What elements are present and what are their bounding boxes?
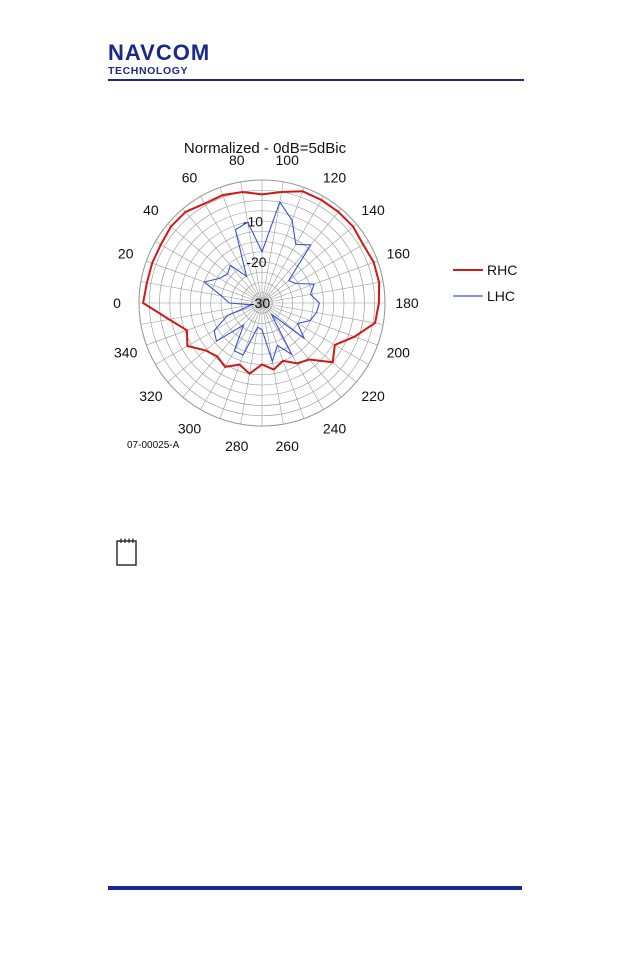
angle-tick-label: 280 — [225, 438, 249, 454]
radial-tick-label: -10 — [243, 213, 263, 229]
grid-spoke — [261, 223, 357, 304]
grid-spoke — [167, 223, 263, 304]
series-line-lhc — [202, 200, 321, 364]
angle-tick-label: 100 — [276, 152, 300, 168]
angle-tick-label: 200 — [387, 345, 411, 361]
grid-spoke — [155, 241, 263, 304]
angle-tick-label: 40 — [143, 202, 159, 218]
angle-tick-label: 20 — [118, 245, 134, 261]
grid-spoke — [182, 208, 263, 304]
antenna-polar-chart: 0 20 40 60 80 100 120 140 160 180 200 220 240 260 280 3… — [113, 140, 517, 454]
radial-tick-label: -30 — [250, 295, 270, 311]
grid-spoke — [140, 302, 263, 325]
grid-spoke — [261, 208, 342, 304]
grid-spoke — [261, 302, 384, 325]
grid-spoke — [200, 196, 263, 304]
note-icon — [116, 538, 137, 566]
chart-series — [141, 190, 381, 375]
logo-wordmark: NAVCOM — [108, 40, 211, 65]
grid-spoke — [261, 260, 378, 304]
footer-divider — [108, 886, 522, 890]
legend-label-lhc: LHC — [487, 288, 515, 304]
grid-spoke — [155, 302, 263, 365]
grid-spoke — [140, 281, 263, 304]
chart-title: Normalized - 0dB=5dBic — [184, 140, 347, 157]
angle-tick-label: 160 — [387, 245, 411, 261]
grid-spoke — [261, 241, 369, 304]
angle-tick-label: 300 — [178, 421, 202, 437]
radial-tick-label: -20 — [246, 254, 266, 270]
chart-legend: RHC LHC — [453, 262, 517, 304]
angle-tick-label: 140 — [361, 202, 385, 218]
grid-spoke — [261, 302, 342, 398]
grid-spoke — [167, 302, 263, 383]
angle-tick-label: 120 — [323, 169, 347, 185]
grid-spoke — [261, 302, 284, 425]
header-divider — [108, 79, 524, 81]
navcom-logo: NAVCOM TECHNOLOGY — [108, 40, 234, 78]
grid-spoke — [219, 187, 263, 304]
grid-spoke — [240, 302, 263, 425]
angle-tick-label: 320 — [139, 388, 163, 404]
logo-subtitle: TECHNOLOGY — [108, 65, 189, 77]
angle-tick-label: 340 — [114, 345, 138, 361]
angle-labels: 0 20 40 60 80 100 120 140 160 180 200 220 240 260 280 3… — [113, 152, 419, 454]
grid-spoke — [261, 187, 305, 304]
grid-spoke — [261, 302, 324, 410]
angle-tick-label: 180 — [395, 295, 419, 311]
angle-tick-label: 260 — [276, 438, 300, 454]
radial-labels: -10 -20 -30 — [243, 213, 271, 311]
grid-spoke — [261, 302, 357, 383]
grid-spoke — [261, 196, 324, 304]
grid-spoke — [200, 302, 263, 410]
grid-spoke — [146, 302, 263, 346]
angle-tick-label: 0 — [113, 295, 121, 311]
angle-tick-label: 220 — [361, 388, 385, 404]
grid-spoke — [261, 302, 378, 346]
series-line-rhc — [141, 190, 381, 375]
figure-id-label: 07-00025-A — [127, 440, 180, 451]
grid-spoke — [182, 302, 263, 398]
angle-tick-label: 60 — [182, 169, 198, 185]
legend-label-rhc: RHC — [487, 262, 517, 278]
angle-tick-label: 80 — [229, 152, 245, 168]
grid-spoke — [261, 302, 369, 365]
angle-tick-label: 240 — [323, 421, 347, 437]
grid-spoke — [261, 281, 384, 304]
grid-spoke — [240, 181, 263, 304]
grid-spoke — [219, 302, 263, 419]
